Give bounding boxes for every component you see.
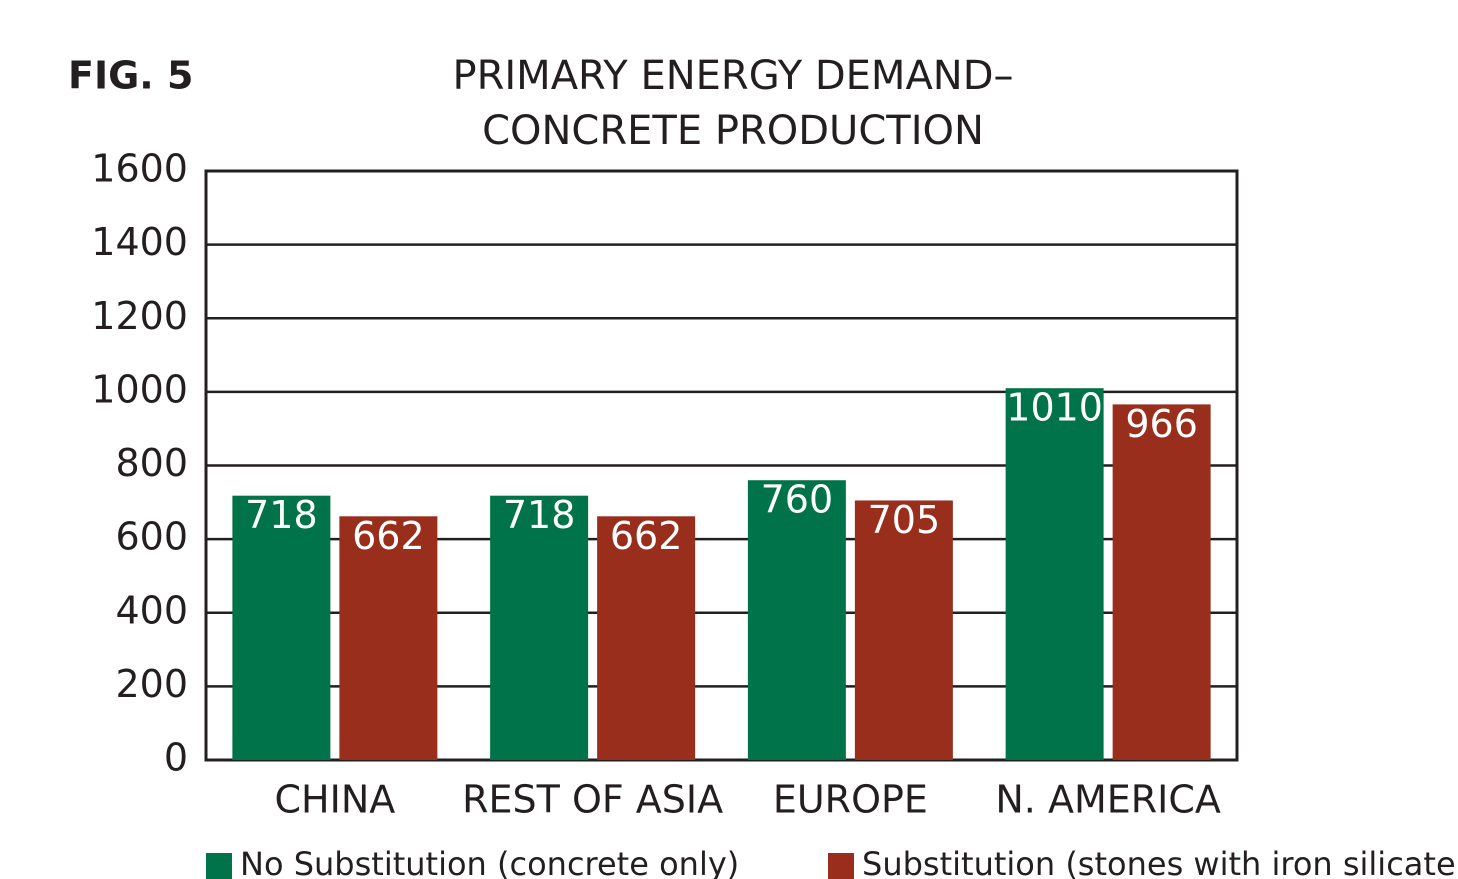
figure-label: FIG. 5 (68, 54, 193, 98)
y-tick-label: 1200 (91, 294, 188, 338)
data-label: 662 (610, 514, 683, 558)
data-label: 662 (352, 514, 425, 558)
x-tick-label: N. AMERICA (995, 778, 1221, 822)
x-tick-label: CHINA (275, 778, 396, 822)
chart-title: CONCRETE PRODUCTION (482, 108, 984, 154)
bar (490, 495, 589, 760)
data-label: 1010 (1006, 386, 1103, 430)
y-tick-label: 600 (115, 515, 188, 559)
plot-border (204, 169, 1239, 762)
legend-swatch (206, 853, 232, 879)
legend-swatch (828, 853, 854, 879)
data-label: 718 (503, 493, 576, 537)
bar (1112, 404, 1211, 760)
bar (747, 480, 846, 760)
bar (597, 516, 696, 760)
bar (1005, 388, 1104, 760)
y-tick-label: 200 (115, 662, 188, 706)
data-label: 718 (245, 493, 318, 537)
chart-title: PRIMARY ENERGY DEMAND– (452, 53, 1013, 99)
legend-label: Substitution (stones with iron silicate) (862, 845, 1458, 879)
legend-label: No Substitution (concrete only) (240, 845, 739, 879)
bar (339, 516, 438, 760)
bar (232, 495, 331, 760)
y-tick-label: 400 (115, 588, 188, 632)
y-tick-label: 800 (115, 441, 188, 485)
y-tick-label: 1600 (91, 147, 188, 191)
x-tick-label: REST OF ASIA (462, 778, 723, 822)
y-tick-label: 0 (164, 736, 188, 780)
data-label: 966 (1125, 402, 1198, 446)
y-tick-label: 1000 (91, 367, 188, 411)
x-tick-label: EUROPE (773, 778, 928, 822)
data-label: 760 (761, 478, 834, 522)
bar (854, 500, 953, 760)
data-label: 705 (868, 498, 941, 542)
y-tick-label: 1400 (91, 220, 188, 264)
